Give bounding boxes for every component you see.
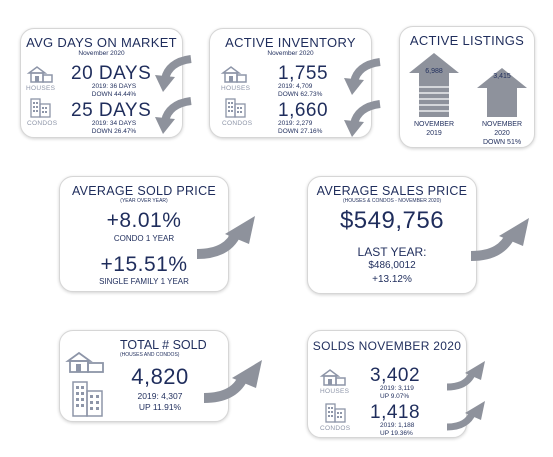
- avg-days-card: AVG DAYS ON MARKET November 2020 HOUSES …: [20, 28, 183, 138]
- house-icon: [319, 369, 346, 386]
- solds-nov-houses-change: UP 9.07%: [380, 393, 410, 400]
- active-inventory-title: ACTIVE INVENTORY: [225, 35, 356, 50]
- condo-building-icon: [325, 403, 346, 423]
- house-icon: [65, 351, 104, 373]
- active-listings-right-value: 3,415: [493, 73, 511, 80]
- curved-arrow-down-icon: [344, 100, 381, 137]
- up-arrow-icon: [477, 68, 527, 117]
- solds-nov-card: SOLDS NOVEMBER 2020 HOUSES 3,402 2019: 3…: [307, 330, 467, 438]
- condo-building-icon: [72, 381, 103, 417]
- total-sold-value: 4,820: [131, 364, 189, 389]
- active-listings-left-label-1: NOVEMBER: [413, 121, 455, 128]
- avg-days-condos-value: 25 DAYS: [71, 100, 152, 121]
- active-listings-right-change: DOWN 51%: [482, 139, 522, 146]
- curved-arrow-up-icon: [203, 360, 262, 403]
- avg-sold-price-sf-value: +15.51%: [100, 253, 188, 276]
- active-listings-title: ACTIVE LISTINGS: [409, 33, 525, 48]
- up-arrow-icon: [409, 53, 459, 117]
- curved-arrow-up-icon: [446, 401, 485, 431]
- avg-sales-price-subtitle: (HOUSES & CONDOS - NOVEMBER 2020): [342, 198, 442, 204]
- solds-nov-houses-value: 3,402: [370, 365, 421, 386]
- total-sold-prev: 2019: 4,307: [137, 391, 183, 401]
- avg-sold-price-sf-label: SINGLE FAMILY 1 YEAR: [99, 277, 189, 286]
- curved-arrow-up-icon: [470, 218, 529, 261]
- total-sold-change: UP 11.91%: [138, 402, 182, 412]
- active-listings-left-value: 6,988: [425, 68, 443, 75]
- active-inventory-condos-change: DOWN 27.16%: [278, 128, 323, 135]
- active-inventory-houses-prev: 2019: 4,709: [278, 83, 313, 90]
- avg-sold-price-card: AVERAGE SOLD PRICE (YEAR OVER YEAR) +8.0…: [59, 176, 229, 292]
- house-icon: [26, 66, 53, 83]
- curved-arrow-down-icon: [155, 55, 192, 92]
- curved-arrow-up-icon: [196, 216, 255, 259]
- avg-days-condos-change: DOWN 26.47%: [91, 128, 137, 135]
- avg-sales-price-last-year-value: $486,0012: [368, 260, 416, 271]
- active-listings-right-label-1: NOVEMBER: [481, 121, 523, 128]
- avg-sales-price-last-year-label: LAST YEAR:: [357, 245, 427, 259]
- avg-sales-price-change: +13.12%: [372, 274, 412, 285]
- solds-nov-houses-prev: 2019: 3,119: [380, 385, 414, 392]
- avg-sold-price-condo-label: CONDO 1 YEAR: [113, 234, 175, 243]
- avg-sold-price-subtitle: (YEAR OVER YEAR): [120, 198, 168, 204]
- total-sold-subtitle: (HOUSES AND CONDOS): [120, 352, 180, 358]
- avg-sales-price-title: AVERAGE SALES PRICE: [316, 184, 468, 198]
- active-inventory-houses-label: HOUSES: [221, 85, 251, 92]
- avg-sales-price-card: AVERAGE SALES PRICE (HOUSES & CONDOS - N…: [307, 176, 477, 294]
- avg-days-subtitle: November 2020: [78, 50, 125, 57]
- solds-nov-title: SOLDS NOVEMBER 2020: [312, 339, 462, 353]
- solds-nov-condos-label: CONDOS: [320, 425, 351, 432]
- active-inventory-subtitle: November 2020: [267, 50, 314, 57]
- avg-days-houses-value: 20 DAYS: [71, 63, 152, 84]
- active-inventory-condos-prev: 2019: 2,279: [278, 120, 313, 127]
- solds-nov-condos-change: UP 19.36%: [380, 430, 413, 437]
- active-inventory-card: ACTIVE INVENTORY November 2020 HOUSES 1,…: [209, 28, 372, 138]
- active-inventory-houses-change: DOWN 62.73%: [278, 91, 323, 98]
- active-inventory-houses-value: 1,755: [278, 63, 329, 84]
- avg-days-houses-change: DOWN 44.44%: [91, 91, 137, 98]
- avg-days-condos-label: CONDOS: [27, 120, 58, 127]
- house-icon: [220, 66, 247, 83]
- curved-arrow-down-icon: [344, 58, 381, 95]
- curved-arrow-down-icon: [155, 97, 192, 134]
- condo-building-icon: [30, 98, 51, 118]
- avg-sold-price-title: AVERAGE SOLD PRICE: [71, 184, 217, 198]
- avg-days-condos-prev: 2019: 34 DAYS: [91, 120, 137, 127]
- avg-days-houses-label: HOUSES: [26, 85, 56, 92]
- solds-nov-houses-label: HOUSES: [320, 388, 350, 395]
- avg-days-title: AVG DAYS ON MARKET: [26, 35, 177, 50]
- avg-sales-price-value: $549,756: [339, 207, 445, 234]
- avg-days-houses-prev: 2019: 36 DAYS: [91, 83, 137, 90]
- avg-sold-price-condo-value: +8.01%: [106, 209, 182, 232]
- curved-arrow-up-icon: [446, 361, 485, 391]
- active-listings-left-label-2: 2019: [426, 130, 442, 137]
- condo-building-icon: [225, 98, 246, 118]
- active-inventory-condos-value: 1,660: [278, 100, 329, 121]
- active-listings-right-label-2: 2020: [494, 130, 510, 137]
- solds-nov-condos-value: 1,418: [370, 402, 421, 423]
- total-sold-card: TOTAL # SOLD (HOUSES AND CONDOS) 4,820 2…: [59, 330, 229, 422]
- active-listings-card: ACTIVE LISTINGS 6,988 NOVEMBER 2019 3,41…: [399, 26, 535, 148]
- total-sold-title: TOTAL # SOLD: [120, 338, 207, 352]
- active-inventory-condos-label: CONDOS: [222, 120, 253, 127]
- solds-nov-condos-prev: 2019: 1,188: [380, 422, 415, 429]
